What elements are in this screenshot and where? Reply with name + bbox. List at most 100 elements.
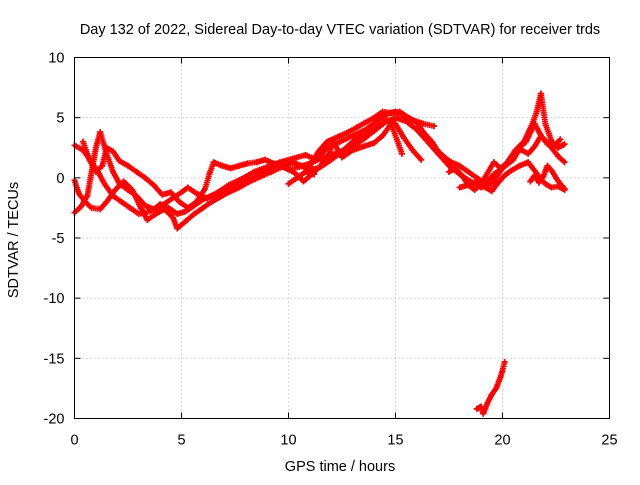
data-point (214, 189, 221, 196)
x-tick-label: 5 (177, 433, 185, 449)
data-point (191, 210, 198, 217)
data-point (488, 180, 495, 187)
data-point (142, 202, 149, 209)
data-point (358, 132, 365, 139)
data-point (92, 168, 99, 175)
data-point (405, 114, 412, 121)
data-point (236, 162, 243, 169)
data-point (557, 136, 564, 143)
data-point (204, 195, 211, 202)
data-point (527, 178, 534, 185)
data-point (531, 120, 538, 127)
data-point (482, 184, 489, 191)
data-point (281, 164, 288, 171)
data-point (146, 208, 153, 215)
data-point (471, 186, 478, 193)
data-point (99, 162, 106, 169)
data-point (490, 159, 497, 166)
data-point (420, 129, 427, 136)
data-point (302, 168, 309, 175)
data-point (540, 173, 547, 180)
data-point (298, 162, 305, 169)
data-point (345, 129, 352, 136)
data-point (458, 172, 465, 179)
data-point (349, 138, 356, 145)
data-point (484, 170, 491, 177)
data-point (291, 170, 298, 177)
data-point (80, 138, 87, 145)
data-point (555, 153, 562, 160)
data-point (294, 174, 301, 181)
data-point (561, 141, 568, 148)
data-point (77, 203, 84, 210)
data-point (328, 156, 335, 163)
data-point (129, 186, 136, 193)
data-point (159, 191, 166, 198)
data-point (324, 138, 331, 145)
data-point (533, 108, 540, 115)
data-point (167, 196, 174, 203)
data-point (542, 120, 549, 127)
data-point (516, 144, 523, 151)
data-point (501, 358, 508, 365)
data-point (82, 198, 89, 205)
data-point (478, 403, 485, 410)
y-tick-label: -5 (52, 231, 65, 247)
data-point (244, 160, 251, 167)
data-point (246, 178, 253, 185)
x-tick-label: 10 (280, 433, 296, 449)
data-point (334, 133, 341, 140)
data-point (326, 150, 333, 157)
data-point (501, 172, 508, 179)
data-point (379, 132, 386, 139)
data-point (353, 124, 360, 131)
data-point (349, 147, 356, 154)
data-point (110, 168, 117, 175)
data-point (531, 143, 538, 150)
data-point (401, 135, 408, 142)
data-point (557, 180, 564, 187)
data-point (127, 204, 134, 211)
data-point (553, 174, 559, 181)
y-tick-label: -15 (44, 351, 65, 367)
chart-title: Day 132 of 2022, Sidereal Day-to-day VTE… (80, 22, 600, 38)
data-point (456, 184, 463, 191)
data-point (375, 123, 382, 130)
data-point (210, 159, 217, 166)
x-tick-label: 0 (70, 433, 78, 449)
data-point (219, 162, 226, 169)
data-point (152, 210, 159, 217)
data-point (103, 198, 110, 205)
data-point (495, 179, 502, 186)
data-point (142, 174, 149, 181)
data-point (169, 214, 176, 221)
data-point (193, 198, 200, 205)
data-layer (71, 90, 568, 417)
y-tick-label: 5 (56, 111, 64, 127)
data-point (523, 138, 530, 145)
data-point (508, 167, 515, 174)
data-point (251, 168, 258, 175)
data-point (227, 165, 234, 172)
data-point (339, 154, 345, 161)
data-point (174, 210, 181, 217)
data-point (362, 126, 369, 133)
data-point (544, 141, 551, 148)
y-tick-label: 0 (56, 171, 64, 187)
data-point (561, 185, 568, 192)
data-point (398, 150, 405, 157)
data-point (336, 138, 343, 145)
data-point (428, 138, 435, 145)
data-point (446, 168, 452, 175)
data-point (490, 171, 497, 178)
data-point (431, 123, 438, 130)
data-point (371, 139, 378, 146)
data-point (289, 159, 296, 166)
data-point (270, 160, 277, 167)
data-point (88, 204, 95, 211)
data-point (413, 119, 420, 126)
data-point (379, 108, 386, 115)
data-point (535, 179, 542, 186)
